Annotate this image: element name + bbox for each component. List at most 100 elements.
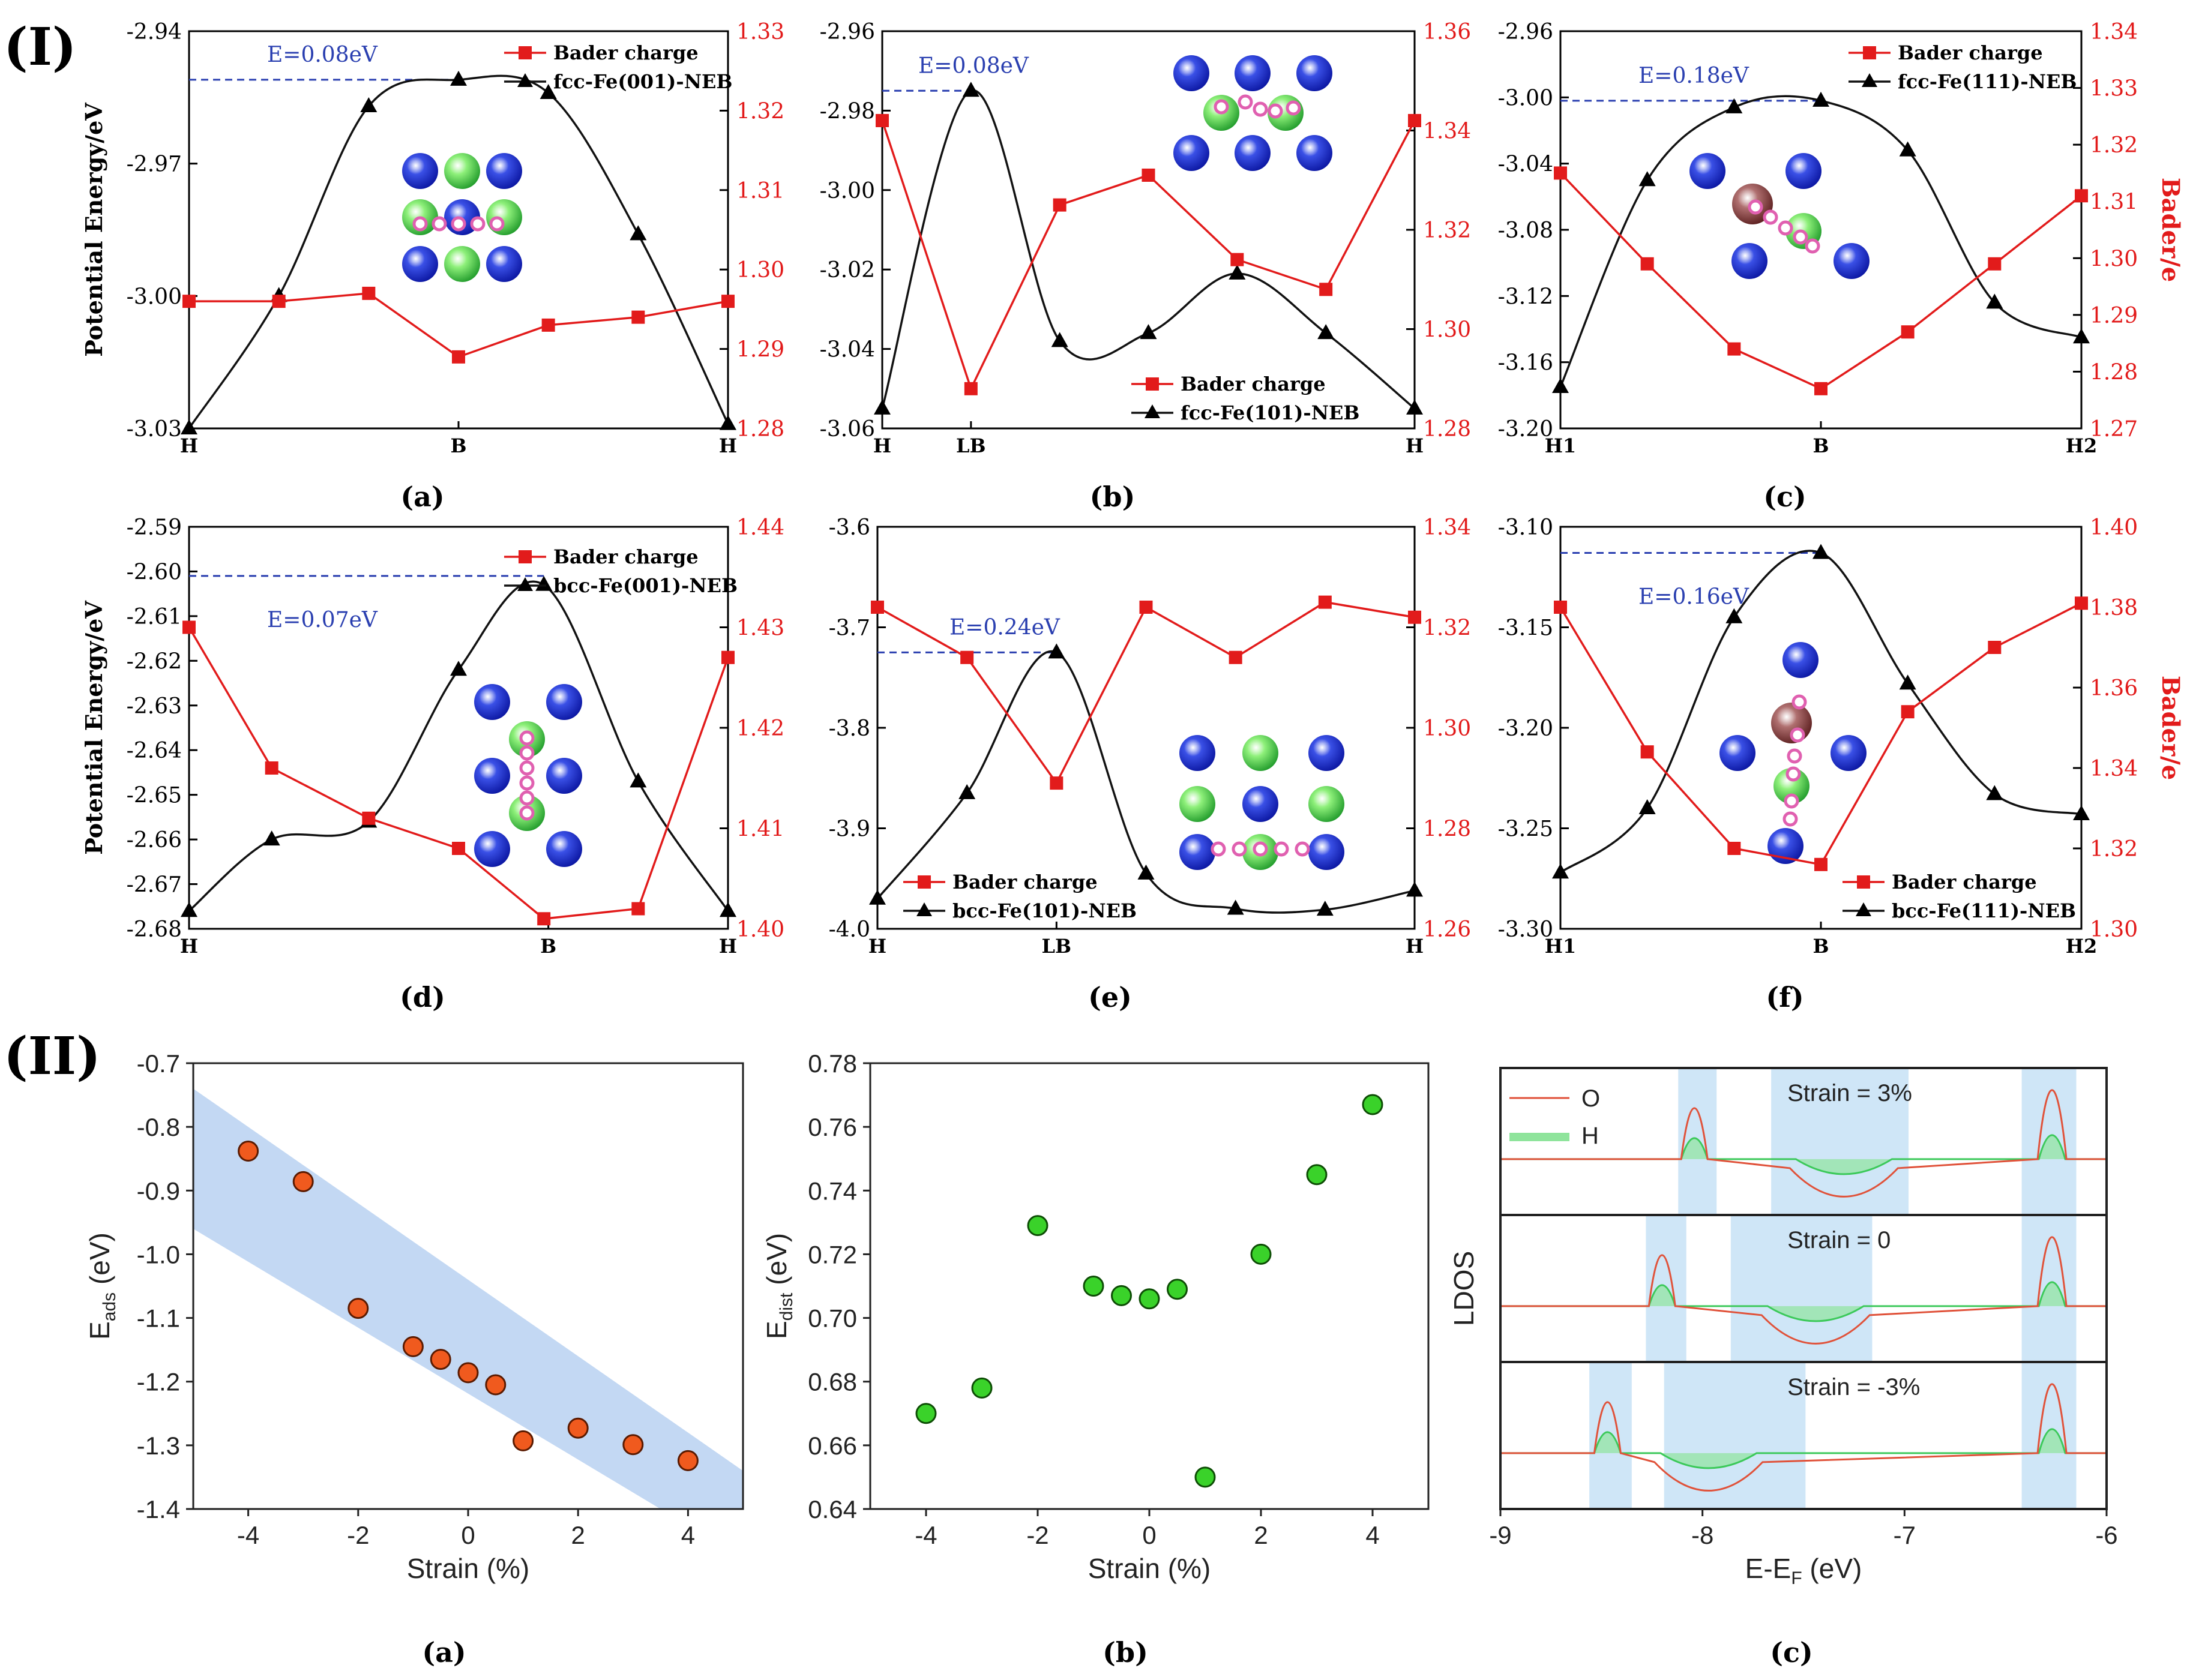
bader-point (1814, 857, 1828, 871)
bader-line (189, 292, 729, 358)
bader-point (1901, 325, 1915, 339)
x-tick-label: H (180, 434, 198, 457)
bader-point (265, 761, 278, 775)
y2-tick-label: 1.34 (2090, 20, 2138, 44)
panel-Ie: -3.6 -3.7 -3.8 -3.9 -4.0 1.26 1.28 1.30 1.32 1.34… (829, 515, 1472, 1013)
bader-point (964, 382, 978, 395)
h-path-marker (519, 775, 535, 791)
neb-point (535, 575, 553, 591)
y-axis-label-unit: (eV) (761, 1233, 792, 1293)
neb-curve (881, 89, 1416, 410)
y-tick-label: -3.30 (1498, 917, 1553, 942)
y-tick-label: -3.00 (1498, 86, 1553, 110)
x-tick-label: B (1812, 935, 1829, 958)
data-point (238, 1140, 259, 1162)
bader-point (272, 295, 286, 308)
neb-point (263, 830, 280, 846)
legend-neb-marker (1145, 404, 1160, 418)
y-tick-label: -3.16 (1498, 351, 1553, 376)
neb-point (958, 784, 976, 799)
h-path-marker (1782, 811, 1798, 827)
y-axis-label-sub: dist (777, 1292, 796, 1321)
x-tick-label: H1 (1545, 935, 1577, 958)
data-point (1250, 1243, 1272, 1265)
panel-label: (b) (1090, 481, 1136, 513)
panel-IIc: Strain = 3% Strain = 0 Strain = -3% OH -9 -8 -… (1448, 1067, 2118, 1669)
data-point (513, 1430, 534, 1451)
fe-atom (546, 831, 582, 867)
subplot-frame (1499, 1361, 2108, 1510)
o-atom (1242, 735, 1278, 771)
y-tick-label: -3.00 (820, 179, 875, 203)
h-path-marker (519, 805, 535, 821)
y-tick-label: -3.10 (1498, 515, 1553, 540)
x-tick-label: H (719, 434, 737, 457)
legend-bader-label: Bader charge (553, 545, 699, 568)
barrier-label: E=0.24eV (949, 615, 1060, 640)
y2-tick-label: 1.32 (2090, 133, 2138, 158)
x-tick-label: H2 (2066, 935, 2098, 958)
neb-point (1899, 674, 1916, 690)
legend-O-label: O (1581, 1085, 1600, 1112)
fe-atom (486, 153, 522, 189)
y-tick-label: -3.03 (127, 417, 182, 442)
x-tick-label: -7 (1894, 1521, 1916, 1549)
y2-tick-label: 1.29 (736, 338, 784, 362)
bader-point (362, 811, 376, 825)
bader-point (631, 310, 645, 324)
ldos-H-fill (1500, 1282, 2107, 1321)
y-tick-label: -2.65 (127, 784, 182, 808)
neb-point (962, 82, 979, 97)
x-tick-label: H1 (1545, 434, 1577, 457)
fe-atom (1173, 55, 1209, 91)
y-axis-label: Potential Energy/eV (80, 600, 107, 855)
bader-point (1139, 601, 1153, 614)
panel-IIa: -0.7 -0.8 -0.9 -1.0 -1.1 -1.2 -1.3 -1.4 -4 -2 0 2 4 S… (84, 1049, 744, 1669)
h-path-marker (1785, 766, 1801, 782)
bader-point (1727, 842, 1741, 855)
bader-point (452, 350, 465, 364)
strain-label: Strain = 3% (1787, 1080, 1912, 1106)
data-point (457, 1362, 479, 1384)
x-axis-label: E-EF (eV) (1745, 1553, 1862, 1588)
ldos-H-line (1500, 1428, 2107, 1469)
y-tick-label: -3.02 (820, 258, 875, 283)
y-tick-label: -2.64 (127, 739, 182, 763)
y-tick-label: 0.72 (808, 1240, 857, 1268)
y2-tick-label: 1.33 (2090, 77, 2138, 101)
section-I-label: (I) (4, 17, 77, 77)
h-path-marker (1748, 199, 1763, 215)
fe-atom (1235, 135, 1271, 171)
y2-tick-label: 1.32 (1423, 218, 1471, 243)
fe-atom (1731, 243, 1767, 279)
h-path-marker (1791, 694, 1807, 710)
neb-point (1317, 324, 1335, 340)
bader-point (871, 601, 884, 614)
fe-atom (1235, 55, 1271, 91)
h-path-marker (519, 745, 535, 761)
fe-atom (402, 246, 438, 282)
y-axis-label: Eads (eV) (84, 1232, 119, 1340)
y-tick-label: -3.20 (1498, 417, 1553, 442)
data-point (430, 1349, 451, 1370)
y2-tick-label: 1.30 (1423, 318, 1471, 343)
y-tick-label: -1.0 (137, 1240, 180, 1268)
x-tick-label: -2 (1026, 1521, 1048, 1549)
h-path-marker (519, 760, 535, 776)
panel-label: (f) (1766, 981, 1803, 1013)
y-tick-label: -1.2 (137, 1368, 180, 1396)
y2-axis-label: Bader/e (2156, 676, 2185, 780)
y-tick-label: -1.1 (137, 1304, 180, 1333)
neb-point (450, 661, 467, 676)
y-tick-label: -2.97 (127, 152, 182, 177)
fe-atom (1785, 153, 1821, 189)
section-II-label: (II) (4, 1026, 101, 1087)
y2-tick-label: 1.40 (2090, 515, 2138, 540)
neb-point (1812, 544, 1829, 559)
legend-bader-marker (519, 550, 532, 563)
fe-atom (474, 758, 510, 794)
data-point (567, 1417, 589, 1439)
y2-tick-label: 1.28 (1423, 417, 1471, 442)
bader-point (876, 113, 889, 127)
